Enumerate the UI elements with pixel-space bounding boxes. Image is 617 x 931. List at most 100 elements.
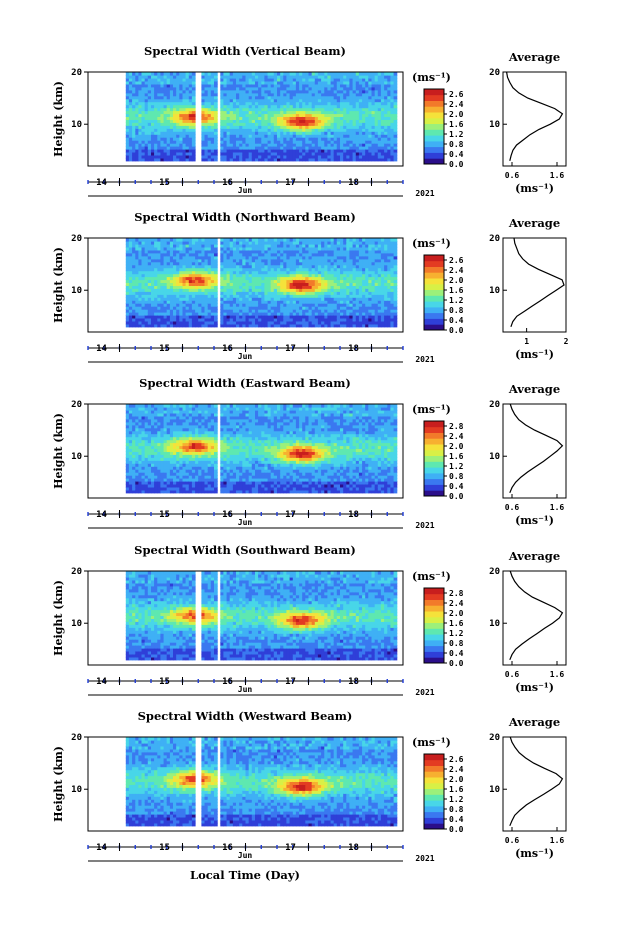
colorbar-segment xyxy=(424,472,444,480)
profile-frame xyxy=(502,403,567,499)
profile-y-tick-label: 20 xyxy=(489,68,500,78)
colorbar-tick-label: 2.6 xyxy=(449,755,464,764)
x-tick-label: 15 xyxy=(159,843,170,853)
colorbar-segment xyxy=(424,301,444,308)
colorbar-segment xyxy=(424,794,444,801)
x-tick-label: 17 xyxy=(285,344,296,354)
colorbar-segment xyxy=(424,645,444,652)
colorbar-tick-label: 1.6 xyxy=(449,120,464,129)
colorbar-tick-label: 1.6 xyxy=(449,452,464,461)
colorbar-tick-label: 1.2 xyxy=(449,296,464,305)
profile-x-tick-label: 1.6 xyxy=(550,670,565,679)
panel-title: Spectral Width (Westward Beam) xyxy=(138,709,353,723)
colorbar-tick-label: 0.0 xyxy=(449,160,464,169)
x-tick-label: 16 xyxy=(222,843,233,853)
plot-frame xyxy=(87,736,404,832)
colorbar-segment xyxy=(424,455,444,462)
heatmap-cells xyxy=(125,571,398,661)
colorbar-segment xyxy=(424,622,444,629)
colorbar-tick-label: 0.4 xyxy=(449,649,464,658)
colorbar-tick-label: 1.2 xyxy=(449,130,464,139)
y-tick-label: 10 xyxy=(71,452,82,462)
profile-x-label: (ms⁻¹) xyxy=(515,681,554,694)
colorbar-tick-label: 2.0 xyxy=(449,110,464,119)
colorbar-tick-label: 2.0 xyxy=(449,609,464,618)
panel-4: Spectral Width (Southward Beam) Height (k… xyxy=(52,543,567,697)
x-tick-label: 15 xyxy=(159,677,170,687)
colorbar-tick-label: 2.8 xyxy=(449,589,464,598)
colorbar-segment xyxy=(424,152,444,159)
colorbar-tick-label: 2.6 xyxy=(449,90,464,99)
colorbar-tick-label: 2.0 xyxy=(449,442,464,451)
colorbar-segment xyxy=(424,634,444,641)
colorbar-tick-label: 0.8 xyxy=(449,472,464,481)
colorbar-tick-label: 1.2 xyxy=(449,462,464,471)
x-axis-label: Local Time (Day) xyxy=(190,868,300,882)
profile-y-tick-label: 10 xyxy=(489,452,500,462)
x-tick-label: 14 xyxy=(96,677,107,687)
y-axis-label: Height (km) xyxy=(52,580,65,656)
y-tick-label: 10 xyxy=(71,619,82,629)
y-tick-label: 10 xyxy=(71,785,82,795)
y-tick-label: 20 xyxy=(71,733,82,743)
colorbar-tick-label: 2.0 xyxy=(449,276,464,285)
colorbar-segment xyxy=(424,788,444,795)
x-tick-label: 14 xyxy=(96,344,107,354)
year-label: 2021 xyxy=(415,688,434,697)
x-tick-label: 16 xyxy=(222,510,233,520)
colorbar-segment xyxy=(424,754,444,761)
x-tick-label: 16 xyxy=(222,344,233,354)
x-tick-label: 14 xyxy=(96,843,107,853)
colorbar-segment xyxy=(424,771,444,778)
heatmap-cells xyxy=(125,737,398,827)
panel-title: Spectral Width (Eastward Beam) xyxy=(139,376,351,390)
profile-line xyxy=(509,403,564,494)
colorbar-tick-label: 2.4 xyxy=(449,100,464,109)
colorbar-segment xyxy=(424,777,444,784)
colorbar-segment xyxy=(424,461,444,468)
profile-x-tick-label: 1.6 xyxy=(550,503,565,512)
colorbar-segment xyxy=(424,106,444,113)
colorbar-segment xyxy=(424,123,444,130)
x-tick-label: 15 xyxy=(159,344,170,354)
x-tick-label: 17 xyxy=(285,178,296,188)
colorbar-segment xyxy=(424,318,444,325)
x-tick-label: 16 xyxy=(222,178,233,188)
profile-title: Average xyxy=(508,715,560,729)
colorbar-segment xyxy=(424,490,444,497)
colorbar-tick-label: 0.0 xyxy=(449,659,464,668)
colorbar-segment xyxy=(424,266,444,273)
profile-y-tick-label: 10 xyxy=(489,619,500,629)
colorbar-segment xyxy=(424,278,444,285)
profile-x-tick-label: 0.6 xyxy=(505,503,520,512)
x-tick-label: 18 xyxy=(348,178,359,188)
colorbar-tick-label: 0.0 xyxy=(449,326,464,335)
colorbar-unit: (ms⁻¹) xyxy=(412,570,451,583)
colorbar-segment xyxy=(424,312,444,319)
colorbar-tick-label: 0.0 xyxy=(449,492,464,501)
profile-x-tick-label: 1.6 xyxy=(550,836,565,845)
month-label: Jun xyxy=(238,352,253,361)
colorbar-segment xyxy=(424,89,444,96)
month-label: Jun xyxy=(238,851,253,860)
colorbar-tick-label: 0.4 xyxy=(449,482,464,491)
x-tick-label: 18 xyxy=(348,843,359,853)
colorbar-segment xyxy=(424,639,444,647)
profile-y-tick-label: 10 xyxy=(489,785,500,795)
colorbar-tick-label: 1.6 xyxy=(449,286,464,295)
year-label: 2021 xyxy=(415,521,434,530)
x-tick-label: 18 xyxy=(348,510,359,520)
y-tick-label: 20 xyxy=(71,400,82,410)
y-tick-label: 10 xyxy=(71,120,82,130)
month-label: Jun xyxy=(238,186,253,195)
month-label: Jun xyxy=(238,518,253,527)
profile-line xyxy=(509,570,564,661)
colorbar-tick-label: 0.8 xyxy=(449,140,464,149)
profile-title: Average xyxy=(508,50,560,64)
colorbar-frame xyxy=(423,88,445,165)
panel-title: Spectral Width (Northward Beam) xyxy=(134,210,356,224)
colorbar-tick-label: 2.4 xyxy=(449,599,464,608)
profile-line xyxy=(510,237,565,328)
y-axis-label: Height (km) xyxy=(52,413,65,489)
